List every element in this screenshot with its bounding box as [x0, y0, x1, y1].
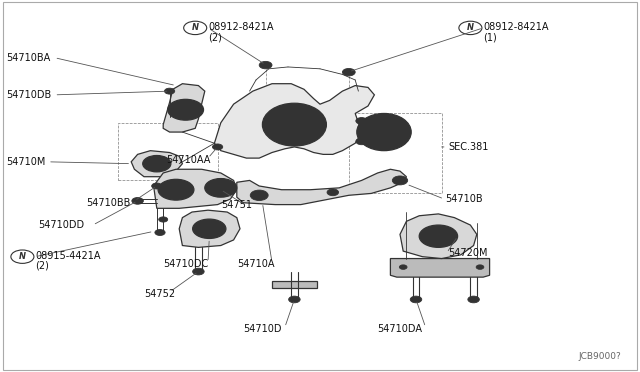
Text: JCB9000?: JCB9000? — [578, 352, 621, 361]
Text: 08915-4421A: 08915-4421A — [35, 251, 100, 260]
Circle shape — [342, 68, 355, 76]
Circle shape — [346, 70, 352, 74]
Circle shape — [193, 219, 226, 238]
Circle shape — [433, 233, 444, 239]
Circle shape — [205, 227, 213, 231]
Circle shape — [215, 145, 220, 148]
Circle shape — [359, 140, 364, 143]
Circle shape — [193, 268, 204, 275]
Circle shape — [205, 179, 237, 197]
Polygon shape — [400, 214, 477, 259]
Circle shape — [262, 63, 269, 67]
Circle shape — [250, 190, 268, 201]
Text: (1): (1) — [483, 32, 497, 42]
Circle shape — [356, 138, 367, 145]
Circle shape — [392, 176, 408, 185]
Circle shape — [426, 229, 451, 244]
Text: 54710DB: 54710DB — [6, 90, 52, 100]
Circle shape — [359, 119, 364, 122]
Text: SEC.381: SEC.381 — [448, 142, 488, 152]
Circle shape — [152, 183, 162, 189]
Circle shape — [164, 88, 175, 94]
Circle shape — [143, 155, 171, 172]
Text: N: N — [192, 23, 198, 32]
Text: 54720M: 54720M — [448, 248, 488, 258]
Circle shape — [327, 189, 339, 196]
Text: 54710D: 54710D — [243, 324, 282, 334]
Circle shape — [413, 298, 419, 301]
Ellipse shape — [262, 103, 326, 146]
Ellipse shape — [271, 108, 319, 141]
Ellipse shape — [365, 119, 403, 145]
Circle shape — [356, 118, 367, 124]
Ellipse shape — [357, 113, 412, 151]
Circle shape — [181, 107, 190, 112]
Circle shape — [172, 187, 180, 192]
Text: 54710M: 54710M — [6, 157, 46, 167]
Text: N: N — [19, 252, 26, 261]
Circle shape — [174, 103, 197, 116]
Text: 54710A: 54710A — [237, 259, 275, 269]
Circle shape — [195, 270, 202, 273]
Circle shape — [199, 223, 220, 235]
Polygon shape — [214, 84, 374, 158]
Circle shape — [470, 298, 477, 301]
Circle shape — [159, 217, 168, 222]
Text: (2): (2) — [35, 261, 49, 271]
Text: 54710B: 54710B — [445, 194, 483, 204]
Circle shape — [468, 296, 479, 303]
Circle shape — [211, 182, 230, 193]
Text: 54752: 54752 — [144, 289, 175, 299]
Circle shape — [419, 225, 458, 247]
Circle shape — [168, 99, 204, 120]
Circle shape — [158, 179, 194, 200]
Text: N: N — [467, 23, 474, 32]
Text: 54710AA: 54710AA — [166, 155, 211, 165]
Text: (2): (2) — [208, 32, 222, 42]
Text: 08912-8421A: 08912-8421A — [208, 22, 273, 32]
Circle shape — [155, 230, 165, 235]
Circle shape — [157, 231, 163, 234]
Circle shape — [291, 298, 298, 301]
Circle shape — [164, 183, 188, 196]
Text: 54710DC: 54710DC — [163, 259, 209, 269]
Text: 54710BA: 54710BA — [6, 53, 51, 62]
Polygon shape — [272, 281, 317, 288]
Text: 54710DA: 54710DA — [378, 324, 422, 334]
Text: 54751: 54751 — [221, 201, 252, 210]
Circle shape — [154, 185, 159, 187]
Circle shape — [399, 265, 407, 269]
Circle shape — [396, 178, 404, 183]
Circle shape — [148, 159, 165, 169]
Polygon shape — [154, 169, 237, 208]
Circle shape — [255, 193, 264, 198]
Circle shape — [154, 162, 160, 166]
Text: 54710BB: 54710BB — [86, 198, 131, 208]
Polygon shape — [131, 151, 182, 177]
Text: 54710DD: 54710DD — [38, 220, 84, 230]
Circle shape — [132, 198, 143, 204]
Circle shape — [167, 90, 172, 93]
Circle shape — [212, 144, 223, 150]
Text: 08912-8421A: 08912-8421A — [483, 22, 548, 32]
Polygon shape — [163, 84, 205, 132]
Polygon shape — [390, 259, 490, 277]
Circle shape — [476, 265, 484, 269]
Circle shape — [259, 61, 272, 69]
Circle shape — [289, 296, 300, 303]
Circle shape — [410, 296, 422, 303]
Polygon shape — [237, 169, 406, 205]
Polygon shape — [179, 210, 240, 247]
